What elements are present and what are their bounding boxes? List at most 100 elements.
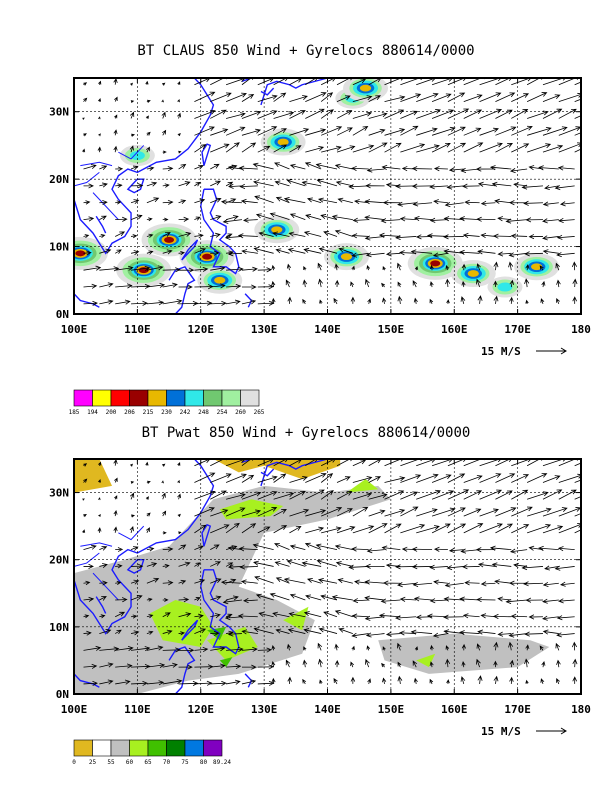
coastline-3 (201, 523, 212, 547)
wind-vector (556, 279, 561, 288)
wind-vector (447, 473, 466, 483)
wind-vector (305, 128, 327, 136)
wind-vector (114, 629, 122, 635)
wind-vector (237, 613, 258, 619)
wind-vector (210, 630, 220, 636)
wind-vector (509, 168, 528, 174)
wind-vector (331, 214, 353, 220)
wind-vector (178, 250, 185, 256)
wind-vector (226, 646, 244, 652)
wind-vector (528, 614, 543, 620)
wind-vector (495, 142, 513, 153)
wind-vector (352, 598, 369, 604)
y-tick-label: 0N (56, 688, 69, 701)
wind-vector (429, 644, 434, 651)
border-3 (118, 525, 145, 541)
wind-vector (162, 629, 173, 635)
wind-vector (511, 108, 529, 119)
wind-vector (302, 298, 307, 305)
wind-vector (526, 92, 548, 102)
coastline-12 (244, 293, 253, 308)
wind-vector (178, 163, 187, 170)
wind-vector (508, 200, 528, 206)
wind-vector (241, 142, 257, 153)
wind-vector (384, 142, 402, 153)
wind-vector (431, 474, 452, 483)
wind-vector (253, 246, 274, 254)
wind-vector (448, 547, 464, 553)
wind-vector (115, 547, 124, 552)
wind-vector (83, 663, 98, 669)
wind-vector (476, 643, 481, 651)
wind-vector (113, 526, 118, 533)
wind-vector (411, 546, 433, 552)
wind-vector (131, 283, 151, 289)
wind-vector (556, 659, 561, 668)
wind-vector (225, 493, 246, 500)
wind-vector (302, 678, 307, 685)
wind-vector (146, 181, 158, 187)
wind-vector (320, 214, 338, 220)
wind-vector (367, 298, 372, 304)
wind-vector (460, 296, 466, 304)
wind-vector (365, 563, 385, 569)
wind-vector (99, 215, 107, 221)
wind-vector (98, 461, 102, 466)
wind-vector (225, 562, 234, 567)
wind-vector (210, 163, 220, 170)
wind-vector (83, 216, 95, 222)
wind-vector (289, 213, 306, 220)
wind-vector (194, 216, 201, 221)
wind-vector (384, 109, 405, 119)
wind-vector (97, 478, 101, 483)
wind-vector (162, 563, 170, 569)
wind-vector (194, 613, 204, 619)
wind-vector (334, 610, 353, 618)
wind-vector (556, 252, 575, 258)
wind-vector (115, 299, 131, 305)
wind-vector (542, 201, 559, 207)
wind-vector (289, 525, 302, 534)
wind-vector (382, 580, 401, 586)
wind-vector (162, 298, 183, 305)
wind-vector (491, 181, 512, 187)
x-tick-label: 100E (61, 323, 88, 336)
wind-vector (334, 643, 339, 651)
wind-vectors (82, 459, 581, 686)
wind-vector (413, 297, 418, 304)
wind-vector (305, 108, 325, 119)
wind-vector (99, 563, 108, 569)
wind-vector (508, 580, 528, 586)
wind-vector (271, 677, 276, 684)
wind-vector (412, 201, 433, 207)
wind-vector (368, 509, 386, 517)
wind-vector (400, 110, 419, 119)
wind-vector (210, 595, 222, 601)
wind-vector (114, 477, 118, 483)
wind-vector (447, 142, 467, 153)
wind-vector (477, 295, 483, 304)
wind-vector (491, 562, 512, 568)
wind-vector (558, 217, 575, 223)
wind-vector (303, 230, 322, 237)
wind-vector (83, 580, 91, 586)
cloud-region-11 (430, 260, 441, 267)
wind-vector (464, 199, 480, 205)
wind-vector (493, 675, 499, 684)
wind-vector (225, 181, 234, 187)
wind-vector (317, 658, 323, 668)
wind-vector (352, 492, 373, 500)
wind-vector (177, 98, 180, 103)
wind-vector (508, 641, 514, 651)
wind-vector (493, 660, 498, 668)
wind-vector (287, 628, 306, 634)
wind-vector (364, 215, 385, 221)
pwat-region-60-1 (150, 600, 214, 647)
wind-vector (378, 613, 401, 619)
wind-vector (479, 508, 499, 517)
wind-vector (194, 300, 213, 306)
wind-vector (432, 252, 448, 258)
wind-vector (429, 281, 434, 288)
wind-vector (130, 614, 138, 619)
wind-vector (397, 675, 403, 684)
